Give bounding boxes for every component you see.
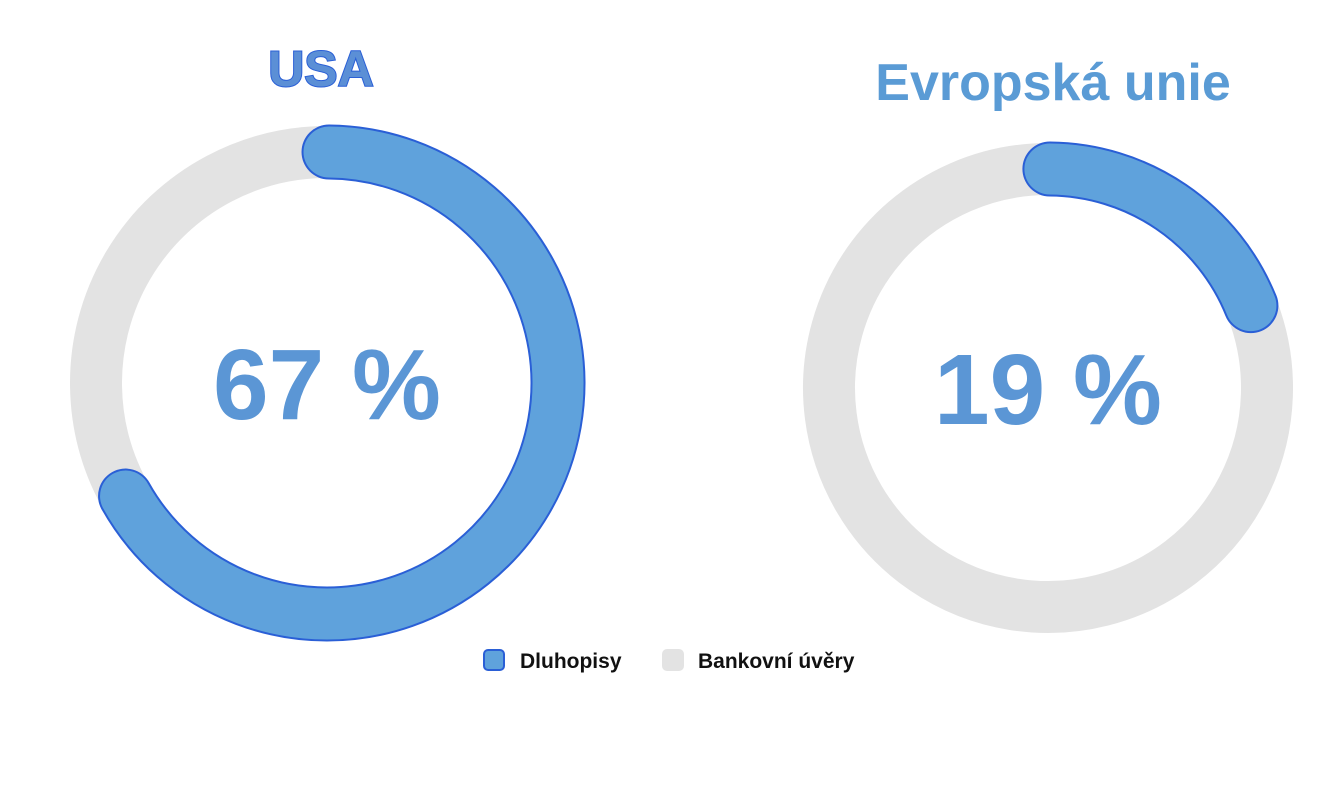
- legend-swatch-dluhopisy: [483, 649, 505, 671]
- chart-title-eu: Evropská unie: [875, 54, 1230, 112]
- legend-swatch-bankovni-uvery: [662, 649, 684, 671]
- center-value-usa: 67 %: [213, 329, 441, 441]
- legend-label-dluhopisy: Dluhopisy: [520, 650, 622, 673]
- donut-segment-eu-dluhopisy: [1024, 143, 1277, 332]
- donut-segment-usa-bankovni-uvery: [70, 126, 351, 519]
- donut-segment-eu-bankovni-uvery: [803, 143, 1293, 633]
- chart-title-usa: USA: [268, 41, 374, 97]
- legend-label-bankovni-uvery: Bankovní úvěry: [698, 650, 855, 673]
- center-value-eu: 19 %: [934, 334, 1162, 446]
- donut-segment-usa-dluhopisy: [100, 126, 584, 640]
